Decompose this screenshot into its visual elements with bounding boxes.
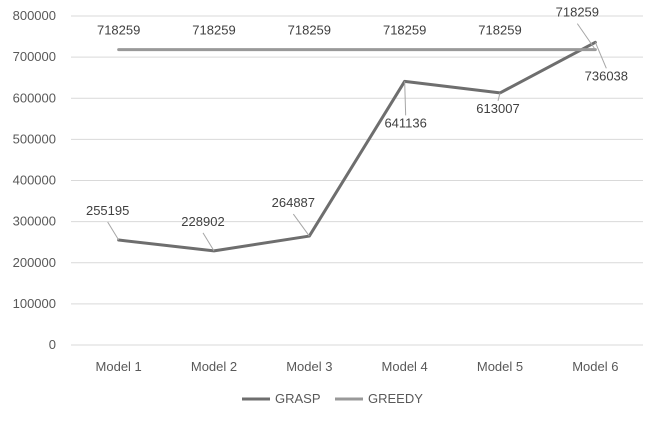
legend-label-grasp: GRASP bbox=[275, 391, 321, 406]
y-tick-label: 300000 bbox=[13, 214, 56, 229]
x-tick-label: Model 2 bbox=[191, 359, 237, 374]
x-tick-label: Model 5 bbox=[477, 359, 523, 374]
data-label-grasp: 228902 bbox=[181, 214, 224, 229]
data-label-greedy: 718259 bbox=[556, 5, 599, 20]
y-tick-label: 100000 bbox=[13, 296, 56, 311]
y-tick-label: 500000 bbox=[13, 131, 56, 146]
gridlines bbox=[71, 15, 643, 346]
data-label-leader bbox=[497, 92, 501, 102]
data-label-grasp: 641136 bbox=[384, 115, 426, 130]
data-label-grasp: 264887 bbox=[272, 195, 315, 210]
series-line-grasp bbox=[117, 40, 597, 253]
data-label-leader bbox=[404, 81, 407, 116]
data-label-leader bbox=[202, 232, 215, 252]
data-label-grasp: 613007 bbox=[476, 101, 519, 116]
y-tick-label: 600000 bbox=[13, 90, 56, 105]
data-label-grasp: 255195 bbox=[86, 203, 129, 218]
y-axis-tick-labels: 0 100000 200000 300000 400000 500000 600000 700… bbox=[13, 8, 56, 352]
data-label-leader bbox=[107, 221, 120, 241]
y-tick-label: 400000 bbox=[13, 173, 56, 188]
x-tick-label: Model 4 bbox=[382, 359, 428, 374]
series-lines bbox=[117, 40, 597, 253]
x-axis-tick-labels: Model 1 Model 2 Model 3 Model 4 Model 5 Model… bbox=[96, 359, 619, 374]
data-label-greedy: 718259 bbox=[288, 23, 331, 38]
data-labels: 255195 228902 264887 641136 613007 736038 7182… bbox=[86, 5, 628, 252]
data-label-leader bbox=[292, 213, 310, 237]
x-tick-label: Model 6 bbox=[572, 359, 618, 374]
legend-label-greedy: GREEDY bbox=[368, 391, 423, 406]
data-label-greedy: 718259 bbox=[478, 23, 521, 38]
legend: GRASP GREEDY bbox=[242, 391, 423, 406]
y-tick-label: 800000 bbox=[13, 8, 56, 23]
data-label-greedy: 718259 bbox=[383, 23, 426, 38]
data-label-leader bbox=[576, 23, 596, 50]
data-label-leader bbox=[594, 42, 607, 69]
y-tick-label: 200000 bbox=[13, 255, 56, 270]
x-tick-label: Model 3 bbox=[286, 359, 332, 374]
data-label-grasp: 736038 bbox=[585, 68, 628, 83]
x-tick-label: Model 1 bbox=[96, 359, 142, 374]
y-tick-label: 0 bbox=[49, 337, 56, 352]
data-label-greedy: 718259 bbox=[97, 23, 140, 38]
data-label-greedy: 718259 bbox=[192, 23, 235, 38]
y-tick-label: 700000 bbox=[13, 49, 56, 64]
